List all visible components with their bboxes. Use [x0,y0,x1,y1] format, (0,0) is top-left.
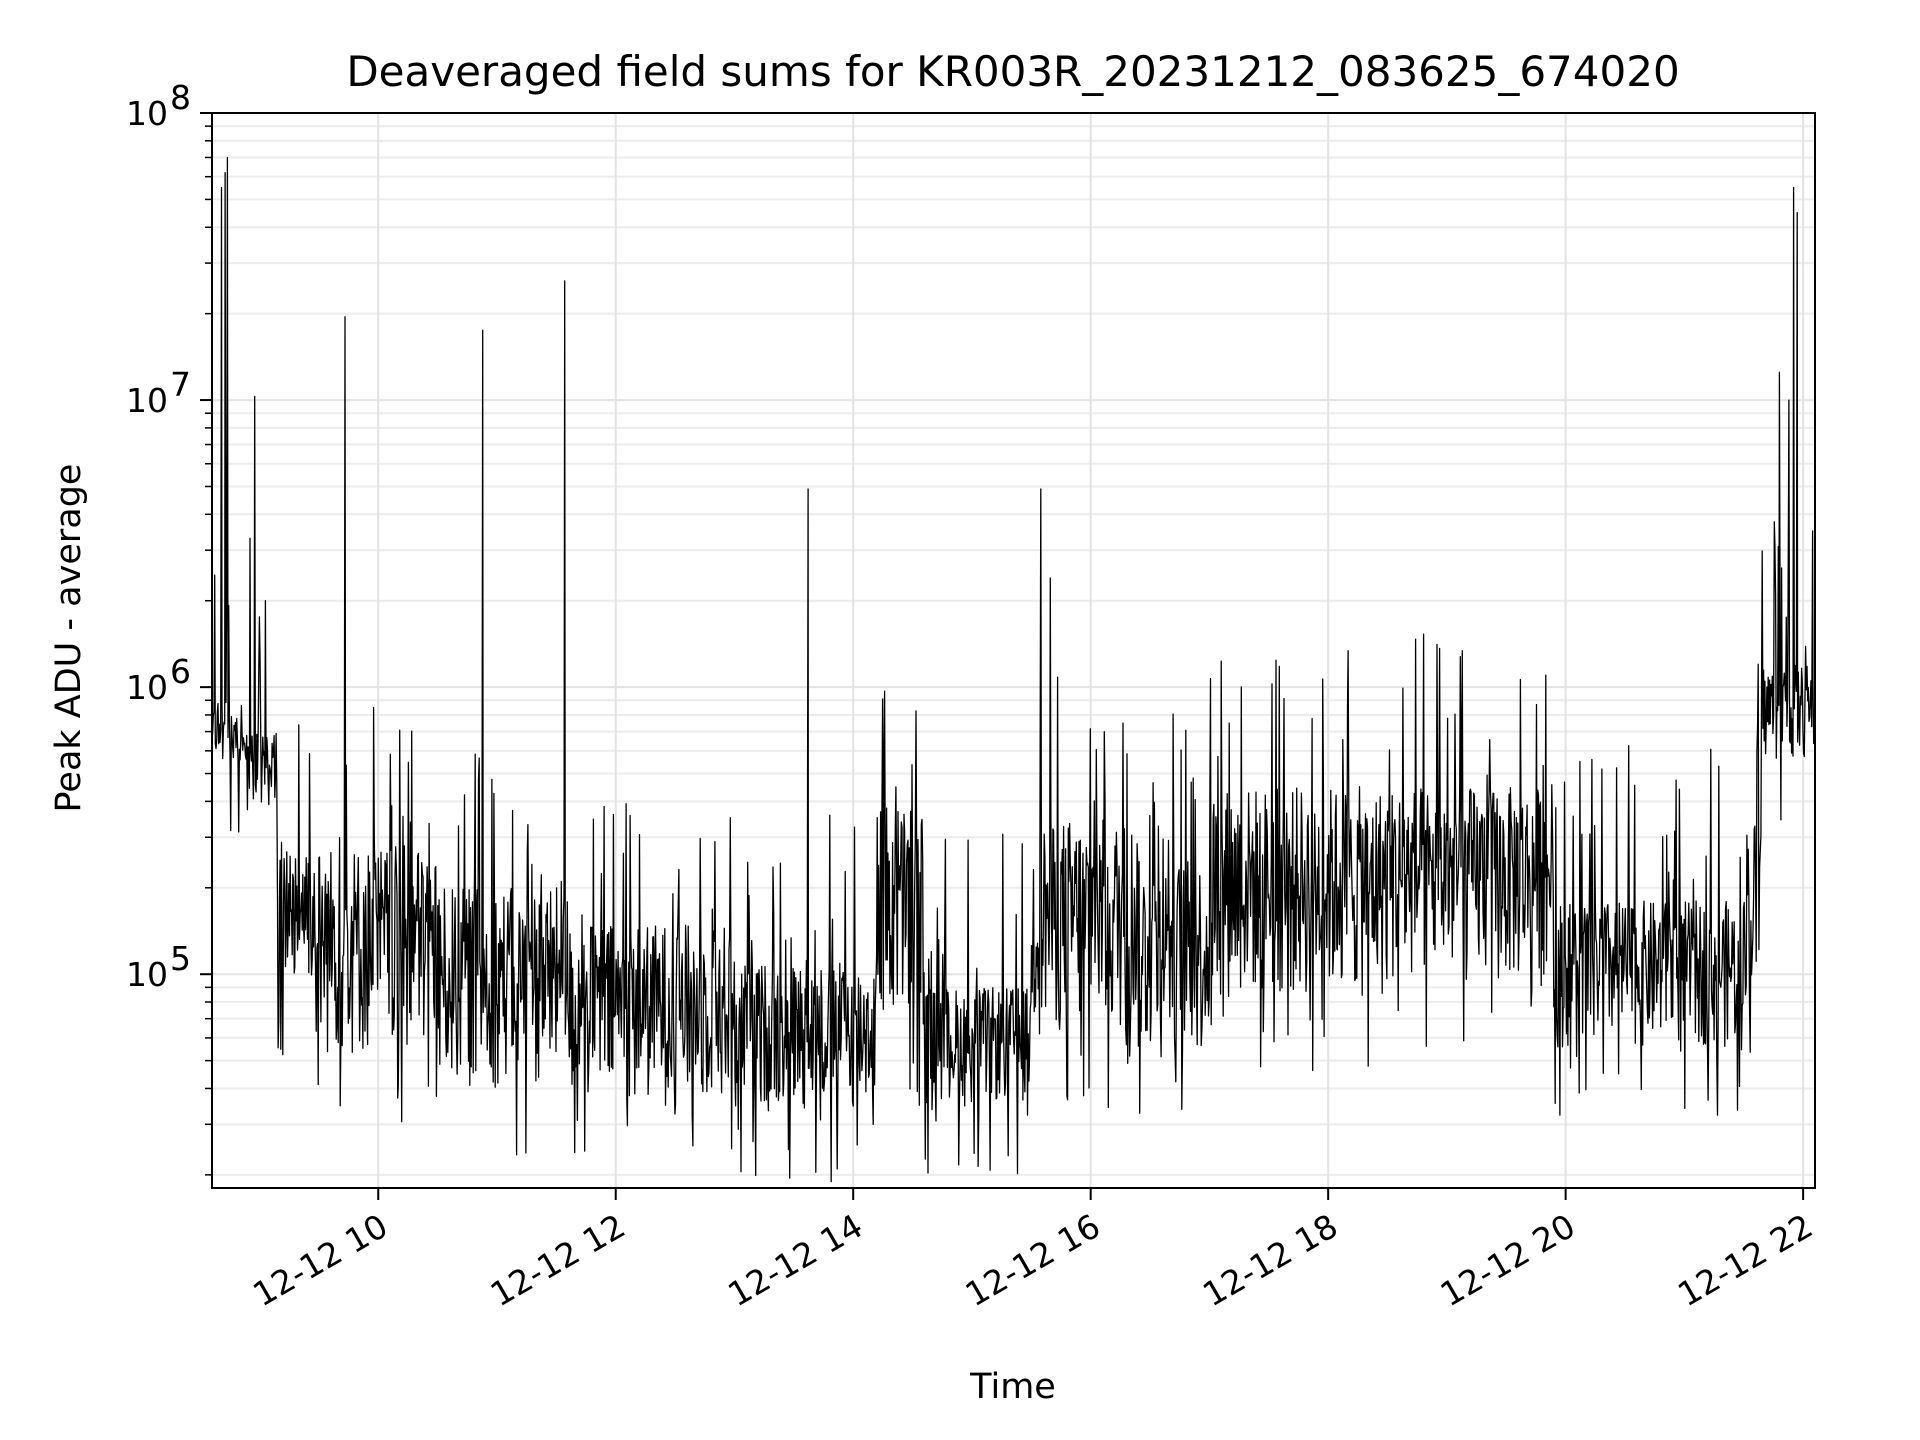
y-tick-exponent: 8 [170,78,191,117]
y-tick-exponent: 5 [170,939,191,978]
x-axis-label: Time [969,1367,1056,1407]
y-tick-exponent: 7 [170,365,191,404]
y-tick-exponent: 6 [170,652,191,691]
data-line [211,156,1816,1183]
y-axis-label: Peak ADU - average [49,464,89,813]
y-tick-label: 10 [126,955,168,994]
plot-frame [211,112,1816,1189]
y-tick-label: 10 [126,381,168,420]
y-tick-label: 10 [126,668,168,707]
y-tick-label: 10 [126,94,168,133]
chart-title: Deaveraged field sums for KR003R_2023121… [346,47,1679,96]
series-line [211,156,1816,1183]
